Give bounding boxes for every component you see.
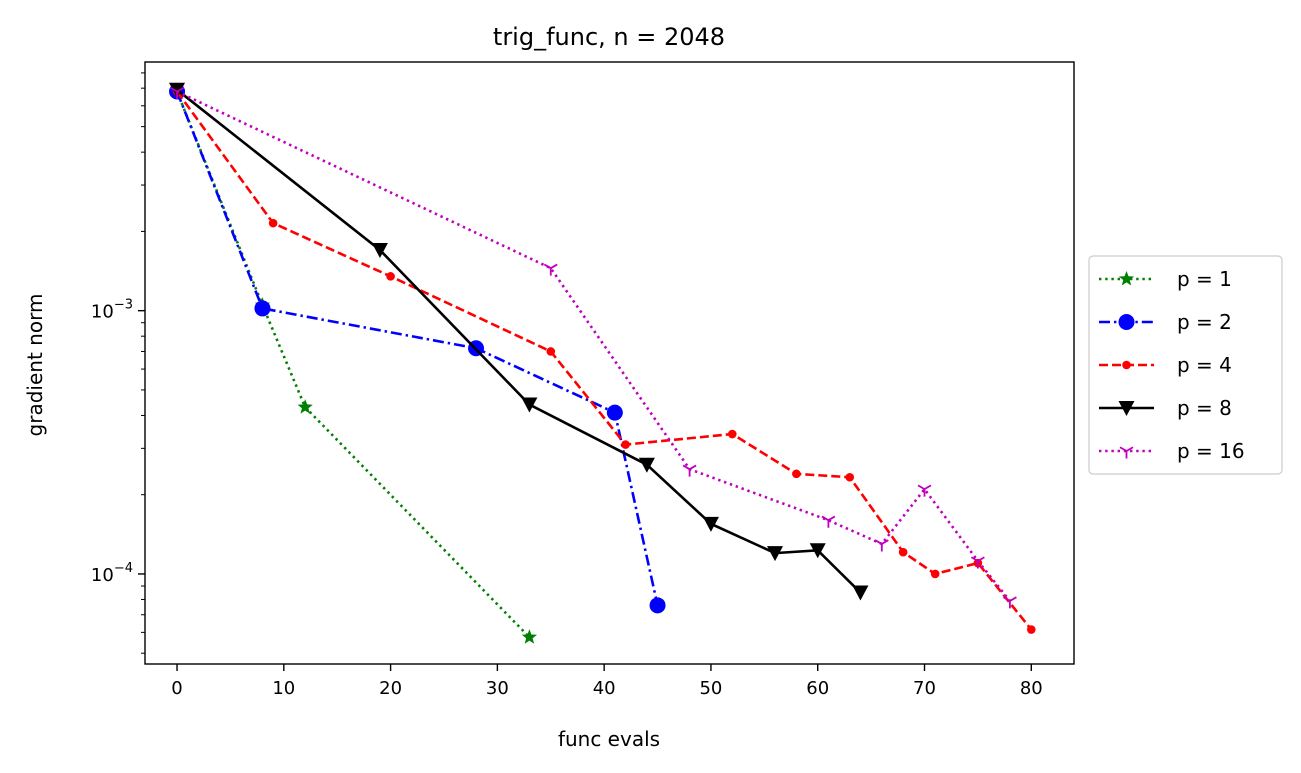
y-tick-label: 10−3: [91, 298, 133, 323]
x-tick-label: 20: [379, 678, 402, 699]
legend-label: p = 2: [1177, 310, 1232, 334]
x-tick-label: 10: [272, 678, 295, 699]
data-point: [682, 464, 697, 477]
legend-label: p = 1: [1177, 267, 1232, 291]
data-point: [1026, 625, 1036, 634]
x-tick-label: 50: [699, 678, 722, 699]
x-tick-label: 80: [1020, 678, 1043, 699]
data-point: [169, 82, 186, 98]
series-line: [175, 90, 1033, 631]
data-point: [970, 556, 985, 569]
x-axis-label: func evals: [558, 727, 660, 751]
legend-label: p = 16: [1177, 439, 1245, 463]
legend-marker: [1118, 401, 1135, 416]
legend-label: p = 8: [1177, 396, 1232, 420]
data-point: [638, 457, 655, 473]
data-point: [874, 539, 889, 552]
data-point: [254, 300, 271, 317]
y-tick-label: 10−4: [91, 561, 133, 586]
legend-frame: [1088, 255, 1283, 475]
data-point: [649, 597, 666, 614]
data-point: [821, 515, 836, 528]
data-point: [521, 397, 538, 413]
data-point: [767, 546, 784, 562]
data-point: [543, 263, 558, 276]
data-point: [792, 469, 801, 479]
data-point: [917, 484, 932, 497]
data-point: [621, 440, 630, 449]
data-point: [845, 472, 855, 482]
data-point: [606, 404, 623, 421]
chart-title: trig_func, n = 2048: [493, 23, 725, 51]
series-line: [175, 90, 531, 639]
data-point: [852, 585, 869, 601]
legend-marker: [1119, 446, 1134, 459]
data-point: [170, 86, 184, 99]
data-point: [297, 399, 313, 414]
plot-area: 0 10 20 30 40 50 60 70 80 10−4 10−3: [91, 72, 1043, 699]
legend-marker: [1118, 271, 1135, 286]
data-point: [809, 543, 826, 559]
data-point: [546, 347, 556, 356]
series-line: [176, 90, 1011, 602]
legend-label: p = 4: [1177, 353, 1232, 377]
x-tick-label: 70: [913, 678, 936, 699]
series-line: [176, 88, 862, 594]
data-point: [268, 218, 278, 228]
data-point: [930, 569, 940, 579]
y-axis-label: gradient norm: [23, 294, 47, 437]
data-point: [371, 242, 388, 258]
legend: p = 1 p = 2 p = 4 p = 8 p = 16: [1088, 255, 1283, 475]
legend-marker: [1122, 360, 1131, 370]
data-point: [1002, 596, 1017, 609]
x-tick-label: 60: [806, 678, 829, 699]
data-point: [898, 547, 908, 557]
data-point: [386, 272, 395, 281]
x-tick-label: 40: [593, 678, 616, 699]
data-point: [727, 429, 737, 439]
x-tick-label: 30: [486, 678, 509, 699]
data-point: [702, 516, 719, 532]
x-tick-label: 0: [171, 678, 182, 699]
data-point: [521, 629, 538, 644]
plot-frame: [144, 61, 1075, 665]
legend-marker: [1118, 314, 1135, 330]
